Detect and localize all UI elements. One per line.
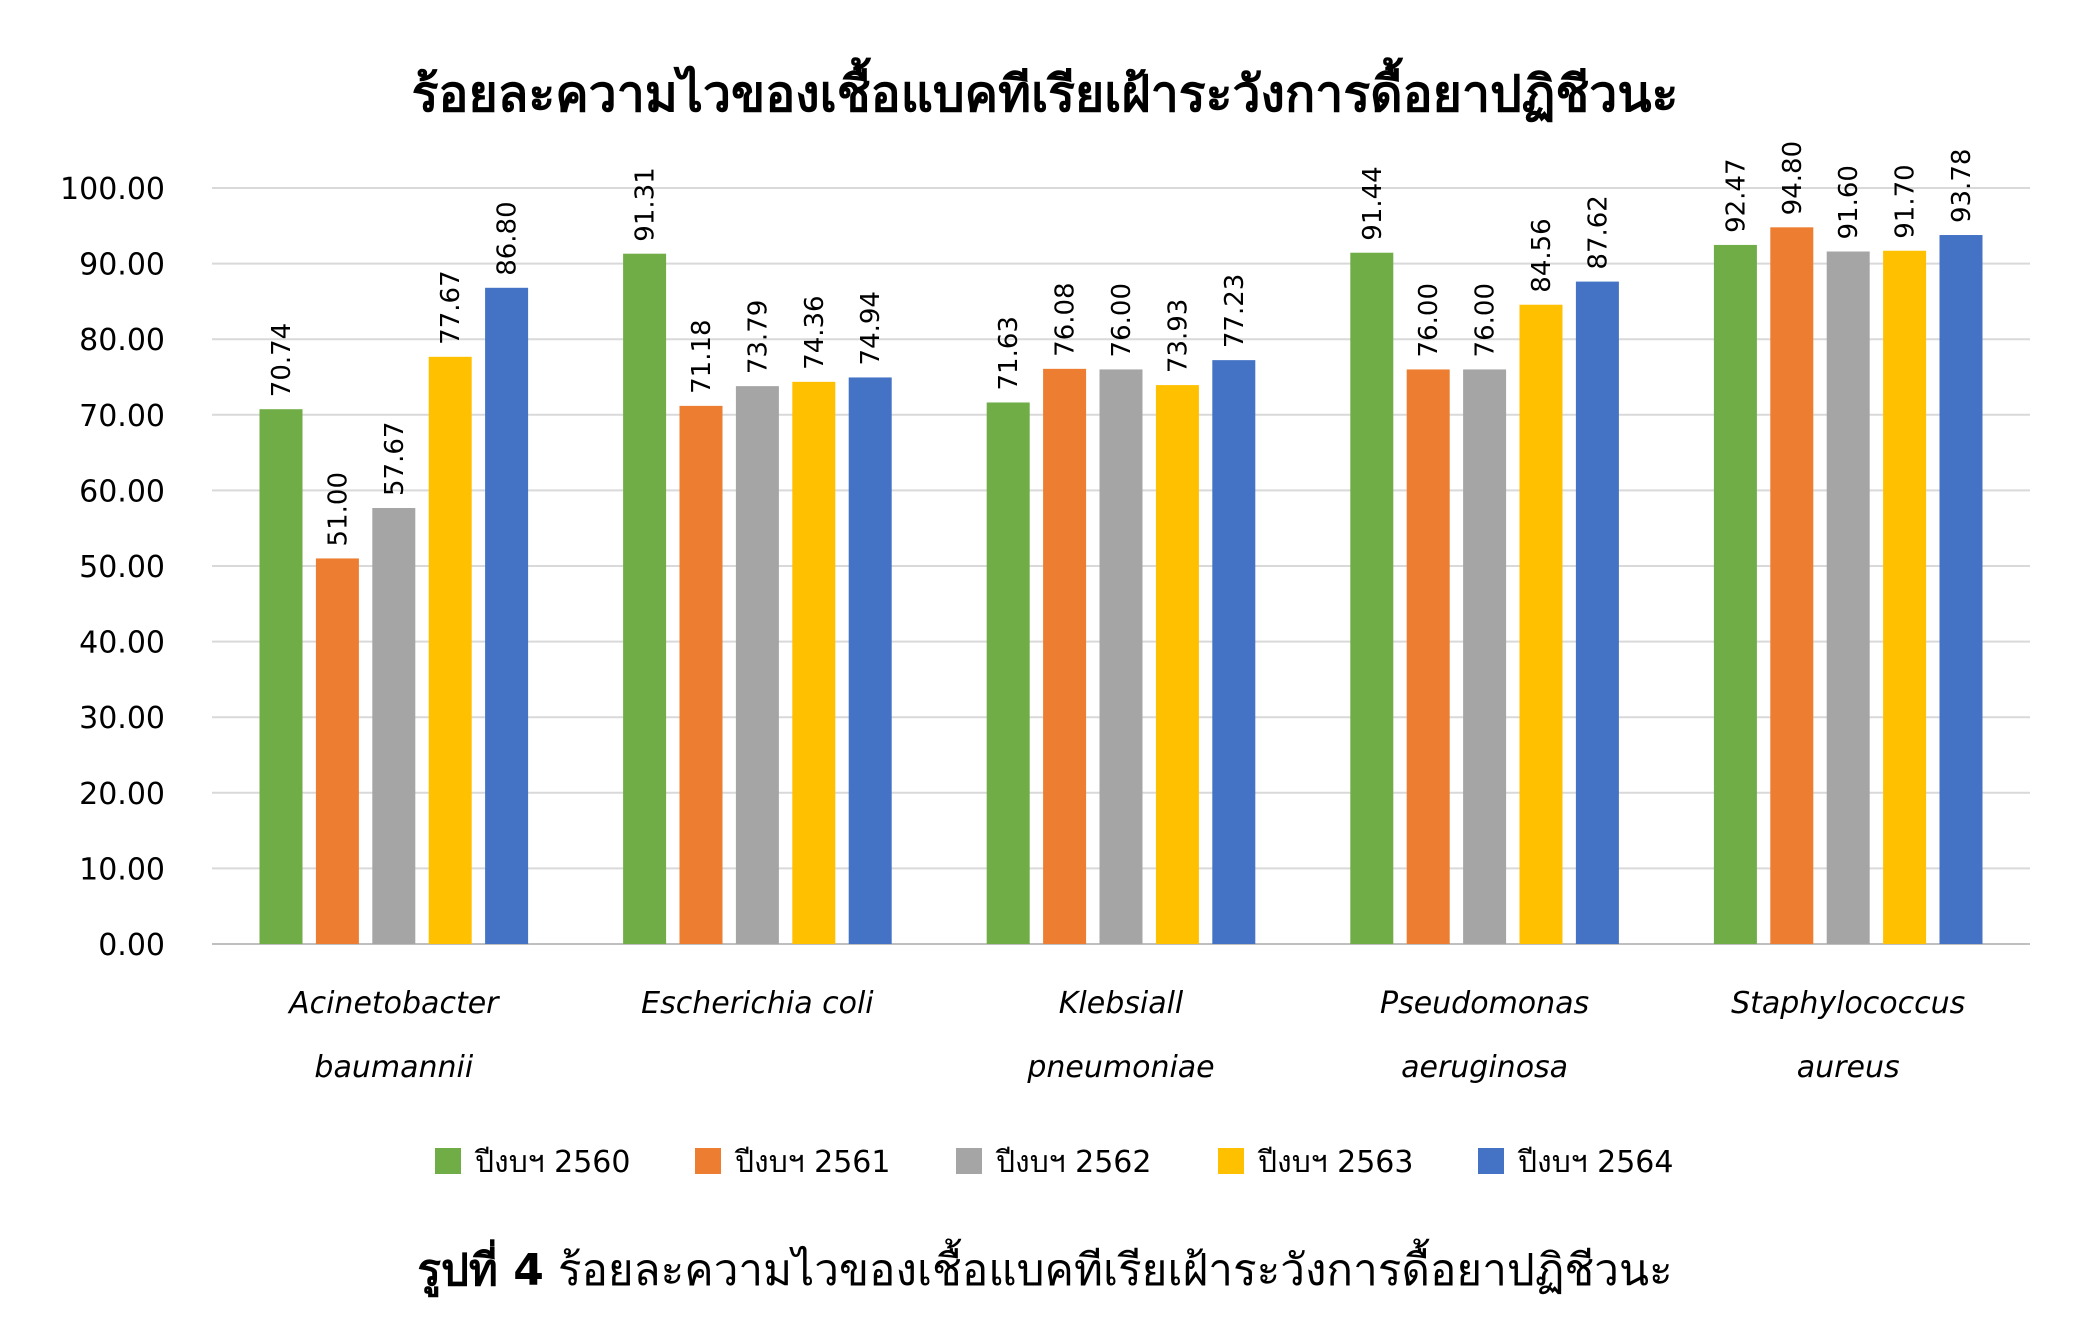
bar [1155, 385, 1199, 944]
data-label: 71.63 [994, 316, 1024, 390]
x-category-label: Klebsiall [1059, 986, 1184, 1021]
x-category-label: Pseudomonas [1380, 986, 1589, 1021]
bar [1575, 281, 1619, 945]
legend-label: ปีงบฯ 2563 [1257, 1145, 1413, 1180]
data-label: 86.80 [493, 201, 523, 275]
figure-caption: รูปที่ 4 ร้อยละความไวของเชื้อแบคทีเรียเฝ… [0, 1235, 2090, 1305]
bar [735, 386, 779, 945]
data-label: 57.67 [380, 422, 410, 496]
data-label: 74.94 [856, 291, 886, 365]
bar [1519, 304, 1563, 944]
y-tick-label: 70.00 [79, 399, 165, 434]
data-label: 87.62 [1583, 195, 1613, 269]
bar [428, 356, 472, 944]
bar [848, 377, 892, 944]
bar [1770, 227, 1814, 944]
data-label: 77.23 [1220, 274, 1250, 348]
data-label: 71.18 [687, 319, 717, 393]
legend-item: ปีงบฯ 2562 [956, 1145, 1151, 1180]
legend-swatch [435, 1148, 461, 1174]
legend-item: ปีงบฯ 2561 [695, 1145, 890, 1180]
x-category-label: baumannii [314, 1050, 473, 1085]
data-label: 84.56 [1527, 218, 1557, 292]
figure-caption-text: ร้อยละความไวของเชื้อแบคทีเรียเฝ้าระวังกา… [557, 1245, 1673, 1296]
bar [1212, 360, 1256, 944]
chart-title: ร้อยละความไวของเชื้อแบคทีเรียเฝ้าระวังกา… [411, 65, 1679, 123]
data-label: 94.80 [1778, 141, 1808, 215]
x-category-label: pneumoniae [1026, 1050, 1214, 1085]
y-tick-label: 40.00 [79, 626, 165, 661]
bar [1939, 235, 1983, 944]
bar [1713, 244, 1757, 944]
data-label: 73.79 [743, 300, 773, 374]
data-label: 76.00 [1414, 283, 1444, 357]
x-category-label: Staphylococcus [1731, 986, 1965, 1021]
y-tick-label: 50.00 [79, 550, 165, 585]
y-tick-label: 10.00 [79, 852, 165, 887]
data-label: 91.60 [1834, 165, 1864, 239]
legend-item: ปีงบฯ 2563 [1218, 1145, 1413, 1180]
data-label: 76.00 [1107, 283, 1137, 357]
legend-swatch [695, 1148, 721, 1174]
legend-item: ปีงบฯ 2564 [1478, 1145, 1673, 1180]
data-label: 51.00 [323, 472, 353, 546]
data-label: 76.00 [1471, 283, 1501, 357]
bar [1883, 250, 1927, 945]
x-category-label: aeruginosa [1401, 1050, 1568, 1085]
bar [1099, 369, 1143, 944]
data-label: 91.31 [631, 167, 661, 241]
bar [792, 381, 836, 945]
legend-item: ปีงบฯ 2560 [435, 1145, 630, 1180]
data-label: 91.70 [1891, 164, 1921, 238]
legend: ปีงบฯ 2560 ปีงบฯ 2561 ปีงบฯ 2562 ปีงบฯ 2563… [435, 1145, 1673, 1180]
bar [679, 405, 723, 944]
data-label: 77.67 [436, 270, 466, 344]
data-label: 93.78 [1947, 149, 1977, 223]
y-tick-label: 20.00 [79, 777, 165, 812]
legend-swatch [956, 1148, 982, 1174]
y-tick-label: 100.00 [60, 172, 165, 207]
x-category-label: Escherichia coli [641, 986, 874, 1021]
x-axis-category-labels: Acinetobacter baumannii Escherichia coli Kl… [287, 986, 1965, 1085]
legend-swatch [1218, 1148, 1244, 1174]
bar [1406, 369, 1450, 944]
bar [1043, 368, 1087, 944]
bar [259, 409, 303, 945]
bar [1826, 251, 1870, 944]
y-axis-tick-labels: 0.00 10.00 20.00 30.00 40.00 50.00 60.00 70.00 8… [60, 172, 165, 963]
bar [1350, 252, 1394, 944]
legend-label: ปีงบฯ 2562 [995, 1145, 1151, 1180]
data-label: 74.36 [800, 295, 830, 369]
figure-caption-label: รูปที่ 4 [417, 1245, 544, 1296]
bar [315, 558, 359, 944]
data-labels: 70.74 91.31 71.63 91.44 92.47 51.00 71.18 76.08… [267, 141, 1977, 547]
legend-label: ปีงบฯ 2561 [734, 1145, 890, 1180]
bars [259, 227, 1983, 945]
bar [623, 253, 667, 944]
y-tick-label: 30.00 [79, 701, 165, 736]
x-category-label: Acinetobacter [287, 986, 500, 1021]
y-tick-label: 0.00 [98, 928, 165, 963]
y-tick-label: 90.00 [79, 248, 165, 283]
legend-label: ปีงบฯ 2560 [474, 1145, 630, 1180]
data-label: 92.47 [1721, 158, 1751, 232]
bar [485, 287, 529, 944]
data-label: 91.44 [1358, 166, 1388, 240]
data-label: 76.08 [1051, 282, 1081, 356]
x-category-label: aureus [1797, 1050, 1900, 1085]
y-tick-label: 80.00 [79, 323, 165, 358]
data-label: 70.74 [267, 323, 297, 397]
legend-swatch [1478, 1148, 1504, 1174]
bar [1463, 369, 1507, 944]
bar [986, 402, 1030, 945]
data-label: 73.93 [1163, 299, 1193, 373]
y-tick-label: 60.00 [79, 474, 165, 509]
legend-label: ปีงบฯ 2564 [1517, 1145, 1673, 1180]
bar [372, 508, 416, 944]
